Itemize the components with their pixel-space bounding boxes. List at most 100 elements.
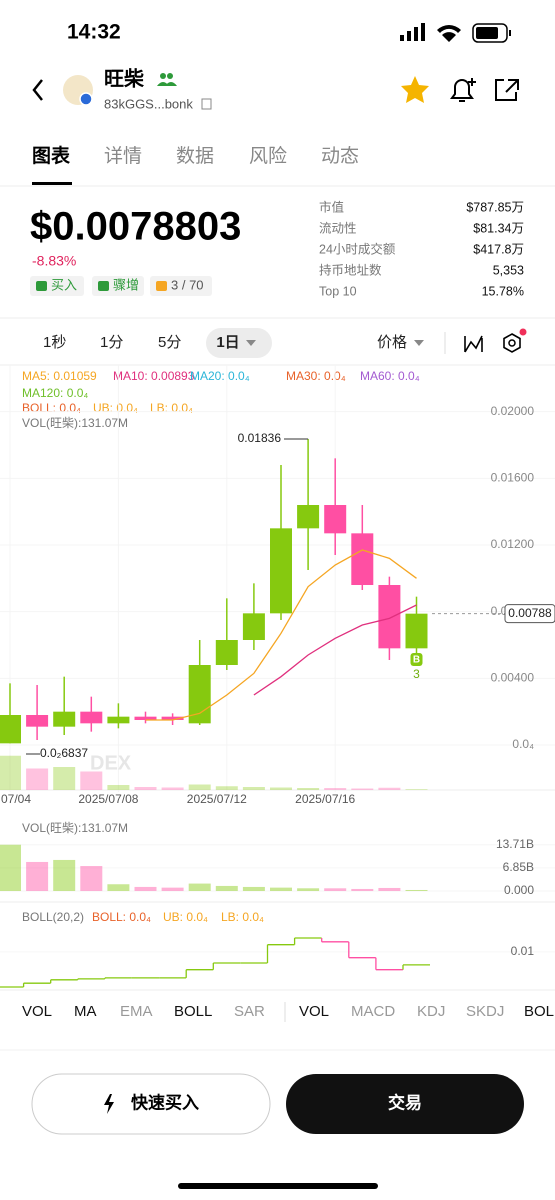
badge-bg xyxy=(150,276,212,296)
volume-bar xyxy=(0,844,21,891)
alert-icon[interactable] xyxy=(450,79,474,102)
holders-icon xyxy=(157,73,177,86)
volume-bar xyxy=(134,787,157,790)
share-icon[interactable] xyxy=(495,79,519,101)
indicator-tab[interactable]: SKDJ xyxy=(466,1003,504,1020)
dropdown-caret xyxy=(246,340,256,346)
volume-bar xyxy=(0,755,21,790)
tab[interactable]: 风险 xyxy=(249,145,287,167)
indicator-tab[interactable]: MA xyxy=(74,1003,97,1020)
candle-body xyxy=(324,505,347,534)
volume-bar xyxy=(107,884,130,891)
indicator-tab[interactable]: BOLL xyxy=(524,1003,555,1020)
candle-body xyxy=(134,716,157,720)
candle-body xyxy=(351,533,374,585)
indicator-value: MA120: 0.0₄ xyxy=(22,386,88,400)
trade-label[interactable]: 交易 xyxy=(388,1092,422,1112)
tab[interactable]: 图表 xyxy=(32,144,71,167)
indicator-tab[interactable]: BOLL xyxy=(174,1003,212,1020)
last-price-tag xyxy=(504,604,555,624)
stat-label: Top 10 xyxy=(319,284,357,298)
volume-bar xyxy=(351,788,374,790)
x-tick-label: 07/04 xyxy=(1,792,31,806)
status-time: 14:32 xyxy=(67,21,121,44)
home-indicator xyxy=(178,1183,378,1189)
y-tick-label: 0.02000 xyxy=(491,404,535,418)
volume-bar xyxy=(297,788,320,790)
tab[interactable]: 数据 xyxy=(176,145,214,167)
token-address: 83kGGS...bonk xyxy=(104,96,193,111)
low-label: 0.0₂6837 xyxy=(40,746,88,760)
tab-underline xyxy=(32,182,72,185)
stat-label: 市值 xyxy=(319,199,344,214)
volume-bar xyxy=(378,887,401,891)
chain-badge xyxy=(79,92,93,106)
volume-bar xyxy=(26,768,49,790)
indicator-tab[interactable]: VOL xyxy=(299,1003,329,1020)
trade-button[interactable] xyxy=(286,1074,524,1134)
volume-bar xyxy=(324,788,347,790)
trade-marker-count: 3 xyxy=(413,667,420,681)
quick-buy-button[interactable] xyxy=(31,1073,271,1135)
volume-bar xyxy=(161,887,184,891)
favorite-star[interactable] xyxy=(401,76,429,103)
volume-bar xyxy=(324,888,347,891)
volume-bar xyxy=(53,859,76,891)
price: $0.0078803 xyxy=(30,205,241,249)
interval[interactable]: 1秒 xyxy=(43,334,66,351)
back-button[interactable] xyxy=(32,79,43,101)
y-tick-label: 0.01600 xyxy=(491,471,535,485)
indicator-value: LB: 0.0₄ xyxy=(150,401,193,415)
trade-marker-bg xyxy=(410,653,423,666)
volume-bar xyxy=(378,787,401,790)
candle-body xyxy=(80,711,103,724)
indicator-value: MA5: 0.01059 xyxy=(22,369,97,383)
indicator-tab[interactable]: VOL xyxy=(22,1003,52,1020)
copy-icon[interactable] xyxy=(201,98,212,110)
volume-bar xyxy=(270,887,292,891)
stat-label: 24小时成交额 xyxy=(319,241,396,256)
trade-marker-side: B xyxy=(413,655,420,666)
notice-dot xyxy=(519,328,527,336)
volume-bar xyxy=(80,771,103,790)
price-menu[interactable]: 价格 xyxy=(377,334,407,351)
alert-plus xyxy=(468,78,476,86)
volume-bar xyxy=(405,889,428,891)
dropdown-caret xyxy=(414,340,424,346)
indicator-tab[interactable]: KDJ xyxy=(417,1003,445,1020)
y-tick-label: 0.00400 xyxy=(491,671,535,685)
stat-label: 流动性 xyxy=(319,221,357,235)
tab[interactable]: 动态 xyxy=(321,145,359,167)
volume-bar xyxy=(188,883,211,891)
settings-icon-center xyxy=(508,339,516,347)
interval[interactable]: 5分 xyxy=(158,334,181,351)
volume-bar xyxy=(215,786,238,790)
volume-bar xyxy=(161,787,184,790)
settings-icon[interactable] xyxy=(503,333,521,353)
indicator-value: UB: 0.0₄ xyxy=(93,401,138,415)
volume-legend: VOL(旺柴):131.07M xyxy=(22,416,128,430)
quick-buy-label[interactable]: 快速买入 xyxy=(131,1092,199,1112)
volume-bar xyxy=(215,885,238,891)
y-tick-label: 0.01 xyxy=(511,944,535,958)
indicator-icon[interactable] xyxy=(464,335,483,353)
stat-value: $417.8万 xyxy=(473,242,524,256)
tab[interactable]: 详情 xyxy=(104,145,142,167)
x-tick-label: 2025/07/12 xyxy=(187,792,247,806)
candle-body xyxy=(188,665,211,724)
candle-body xyxy=(242,613,265,640)
boll-panel-title: BOLL(20,2) xyxy=(22,910,84,924)
indicator-tab[interactable]: EMA xyxy=(120,1003,153,1020)
indicator-tab[interactable]: MACD xyxy=(351,1003,395,1020)
interval[interactable]: 1分 xyxy=(100,334,123,351)
candle-body xyxy=(405,613,428,649)
interval[interactable]: 1日 xyxy=(216,334,239,351)
volume-bar xyxy=(242,787,265,790)
y-tick-label: 13.71B xyxy=(496,837,534,851)
badge-icon xyxy=(156,281,167,291)
volume-bar xyxy=(297,888,320,891)
watermark: DEX xyxy=(90,752,132,774)
indicator-tab[interactable]: SAR xyxy=(234,1003,265,1020)
indicator-value: MA10: 0.00893 xyxy=(113,369,195,383)
